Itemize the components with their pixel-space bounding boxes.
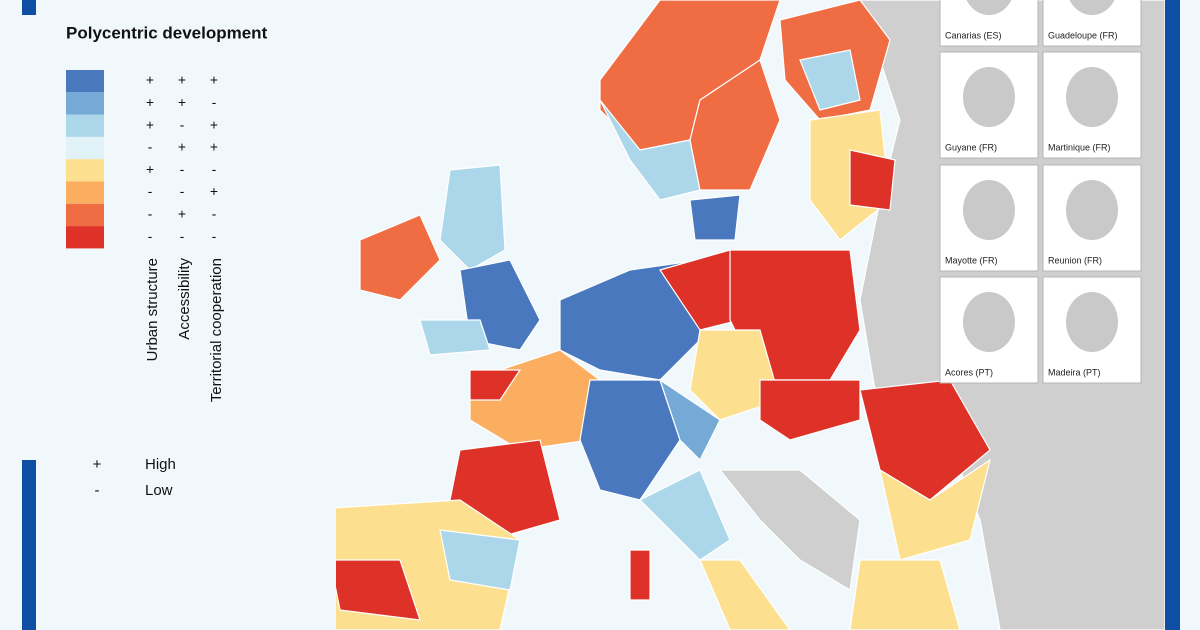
legend-swatch [66,70,104,93]
key-symbol: - [95,482,100,499]
legend-sign: - [180,183,185,199]
inset-land [966,0,1012,15]
legend-swatch [66,181,104,204]
inset-land [963,67,1015,127]
region [699,559,791,630]
region [439,529,521,591]
region [849,149,896,211]
legend-swatch [66,226,104,249]
inset-land [1066,292,1118,352]
legend-title: Polycentric development [66,23,268,42]
legend-swatch [66,114,104,137]
region [419,319,491,356]
frame-bar [22,460,36,630]
inset-label: Guadeloupe (FR) [1048,30,1118,40]
region [799,49,861,111]
key-symbol: + [93,456,102,473]
legend-sign: + [178,206,186,222]
regions [289,0,991,630]
legend-sign: + [178,139,186,155]
legend-sign: + [146,94,154,110]
inset-label: Guyane (FR) [945,142,997,152]
legend-sign: + [146,161,154,177]
frame-bar [1165,0,1180,630]
region [658,378,721,462]
region [879,458,991,561]
column-label: Territorial cooperation [208,258,225,402]
legend-rows: + + + + + - + - + - + + + - - - - + - + - - - - [66,70,218,249]
legend-swatch [66,136,104,160]
legend-sign: - [148,206,153,222]
inset-land [1069,0,1115,15]
key-label: High [145,456,176,473]
legend-sign: - [212,161,217,177]
region [439,164,506,271]
region [638,469,731,561]
inset-land [1066,180,1118,240]
inset-label: Mayotte (FR) [945,255,998,265]
region [559,259,701,381]
region [469,369,522,401]
legend-sign: + [146,72,154,88]
legend-sign: - [180,161,185,177]
column-label: Urban structure [144,258,161,361]
region [689,59,781,191]
legend-swatch [66,203,104,227]
legend-sign: + [210,139,218,155]
legend-sign: - [212,206,217,222]
legend-sign: - [212,94,217,110]
legend-swatch [66,159,104,182]
legend-sign: - [148,183,153,199]
region [689,329,781,421]
inset-land [1066,67,1118,127]
inset-land [963,180,1015,240]
legend-sign: - [180,116,185,132]
frame-bar [22,0,36,15]
legend-sign: + [210,183,218,199]
legend-sign: + [210,72,218,88]
legend-sign: - [148,139,153,155]
inset-label: Madeira (PT) [1048,367,1101,377]
legend-sign: - [148,228,153,244]
region [359,214,441,301]
region [329,559,421,621]
column-label: Accessibility [176,258,193,340]
key-label: Low [145,482,173,499]
legend-sign: + [178,72,186,88]
legend-sign: - [212,228,217,244]
inset-label: Canarias (ES) [945,30,1002,40]
region [859,379,991,501]
legend-sign: + [146,116,154,132]
legend-sign: - [180,228,185,244]
insets: Canarias (ES) Guadeloupe (FR) Guyane (FR) M… [939,0,1142,384]
inset-label: Reunion (FR) [1048,255,1102,265]
inset-land [963,292,1015,352]
legend-swatch [66,92,104,115]
region [759,379,861,441]
legend-sign: + [210,116,218,132]
region [849,559,961,630]
region [689,194,741,241]
legend-sign: + [178,94,186,110]
region [629,549,651,601]
inset-label: Martinique (FR) [1048,142,1111,152]
land [718,469,861,591]
inset-label: Acores (PT) [945,367,993,377]
